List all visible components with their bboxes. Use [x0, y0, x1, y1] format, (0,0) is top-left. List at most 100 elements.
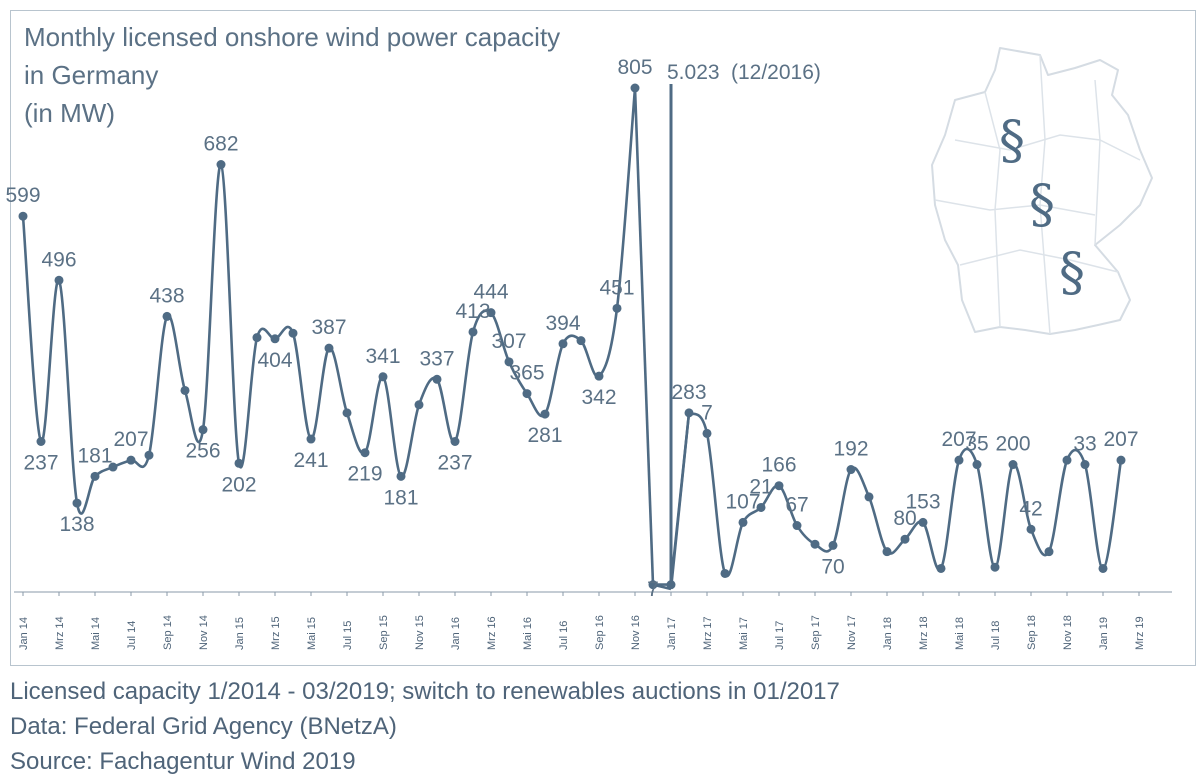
data-point: [810, 539, 820, 549]
data-label: 207: [941, 428, 976, 451]
data-point: [432, 374, 442, 384]
data-label: 166: [761, 454, 796, 477]
x-tick-label: Mrz 19: [1134, 616, 1146, 650]
data-point: [216, 160, 226, 170]
data-point: [450, 437, 460, 447]
data-label: 342: [581, 386, 616, 409]
data-label: 805: [617, 56, 652, 79]
data-point: [252, 333, 262, 343]
x-tick-label: Sep 16: [594, 615, 606, 650]
data-point: [324, 343, 334, 353]
data-label: 7: [647, 578, 659, 601]
x-tick-label: Mai 16: [522, 617, 534, 650]
data-point: [846, 465, 856, 475]
data-point: [18, 211, 28, 221]
data-label: 599: [5, 184, 40, 207]
data-point: [468, 327, 478, 337]
data-point: [540, 409, 550, 419]
footer-source: Source: Fachagentur Wind 2019: [10, 748, 356, 775]
data-point: [720, 568, 730, 578]
data-point: [198, 425, 208, 435]
x-tick-label: Nov 16: [630, 615, 642, 650]
data-point: [108, 462, 118, 472]
data-label: 35: [965, 433, 988, 456]
x-tick-label: Sep 15: [378, 615, 390, 650]
x-tick-label: Mrz 14: [54, 616, 66, 650]
data-point: [594, 371, 604, 381]
x-tick-label: Jul 15: [342, 621, 354, 650]
data-point: [756, 502, 766, 512]
x-tick-label: Mai 14: [90, 617, 102, 650]
data-point: [144, 450, 154, 460]
x-tick-label: Jan 15: [234, 617, 246, 650]
data-point: [1026, 524, 1036, 534]
x-tick-label: Jan 14: [18, 617, 30, 650]
data-point: [1062, 455, 1072, 465]
data-point: [360, 448, 370, 458]
data-label: 237: [437, 452, 472, 475]
data-point: [918, 517, 928, 527]
data-point: [864, 492, 874, 502]
x-tick-label: Jan 16: [450, 617, 462, 650]
data-label: 207: [113, 428, 148, 451]
data-point: [882, 547, 892, 557]
data-point: [288, 328, 298, 338]
data-point: [576, 336, 586, 346]
data-point: [1044, 547, 1054, 557]
paragraph-symbol: §: [999, 111, 1025, 171]
data-label: 237: [23, 452, 58, 475]
x-tick-label: Mrz 15: [270, 616, 282, 650]
data-label: 107: [725, 490, 760, 513]
data-point: [648, 580, 658, 590]
x-tick-label: Jan 19: [1098, 617, 1110, 650]
data-label: 21: [749, 475, 772, 498]
data-label: 337: [419, 347, 454, 370]
x-tick-label: Mrz 16: [486, 616, 498, 650]
data-point: [666, 580, 676, 590]
data-point: [630, 83, 640, 93]
x-tick-label: Jul 16: [558, 621, 570, 650]
data-point: [558, 339, 568, 349]
plot-area: 5.023 (12/2016)59923749613818120743825668…: [5, 56, 1172, 650]
data-point: [990, 562, 1000, 572]
data-label: 307: [491, 330, 526, 353]
x-tick-label: Nov 14: [198, 615, 210, 650]
series-connector: [669, 412, 691, 590]
x-tick-label: Jul 17: [774, 621, 786, 650]
data-point: [684, 408, 694, 418]
data-point: [774, 481, 784, 491]
x-tick-label: Nov 18: [1062, 615, 1074, 650]
data-point: [306, 434, 316, 444]
data-point: [162, 311, 172, 321]
data-label: 281: [527, 424, 562, 447]
data-label: 200: [995, 433, 1030, 456]
data-point: [90, 471, 100, 481]
data-point: [414, 400, 424, 410]
data-label: 80: [893, 507, 916, 530]
x-tick-label: Sep 14: [162, 615, 174, 650]
x-tick-label: Nov 15: [414, 615, 426, 650]
data-point: [486, 308, 496, 318]
data-point: [792, 521, 802, 531]
data-point: [936, 563, 946, 573]
data-label: 207: [1103, 428, 1138, 451]
data-point: [828, 540, 838, 550]
data-point: [1008, 460, 1018, 470]
data-label: 682: [203, 133, 238, 156]
data-point: [126, 455, 136, 465]
annotation-value: 5.023: [667, 61, 720, 84]
data-label: 241: [293, 449, 328, 472]
x-tick-label: Jan 17: [666, 617, 678, 650]
data-label: 138: [59, 513, 94, 536]
paragraph-symbol: §: [1059, 243, 1085, 303]
chart-title-line-3: (in MW): [24, 98, 115, 128]
data-label: 365: [509, 362, 544, 385]
x-tick-label: Sep 17: [810, 615, 822, 650]
x-tick-label: Mai 18: [954, 617, 966, 650]
data-label: 413: [455, 300, 490, 323]
data-point: [180, 385, 190, 395]
data-label: 404: [257, 349, 292, 372]
data-point: [36, 437, 46, 447]
data-label: 341: [365, 345, 400, 368]
data-point: [972, 460, 982, 470]
